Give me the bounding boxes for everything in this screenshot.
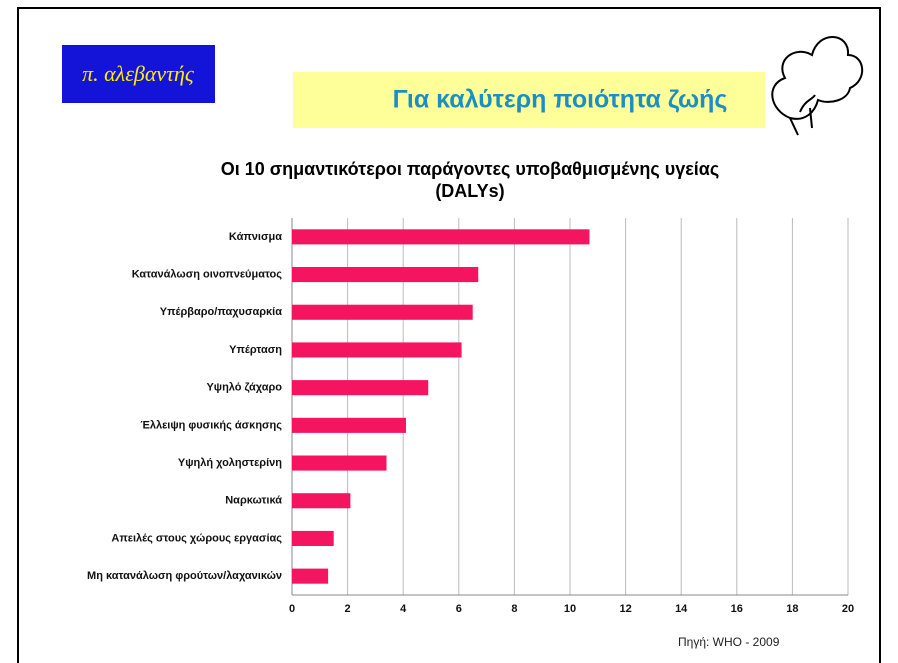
banner-box	[293, 72, 765, 128]
bar	[292, 380, 429, 396]
bar	[292, 455, 387, 471]
x-tick-label: 12	[619, 603, 631, 615]
y-tick-label: Έλλειψη φυσικής άσκησης	[140, 419, 282, 431]
logo-text: π. αλεβαντής	[82, 61, 195, 86]
y-tick-label: Υπέρταση	[229, 344, 282, 356]
chef-hat-icon	[771, 36, 864, 136]
x-tick-label: 16	[731, 603, 743, 615]
y-tick-label: Κατανάλωση οινοπνεύματος	[132, 268, 283, 280]
x-tick-label: 14	[675, 603, 688, 615]
x-tick-label: 0	[289, 603, 295, 615]
x-tick-label: 2	[345, 603, 351, 615]
y-tick-label: Υψηλό ζάχαρο	[206, 382, 282, 394]
logo-box	[62, 45, 215, 103]
y-tick-label: Κάπνισμα	[229, 231, 282, 243]
x-tick-label: 4	[400, 603, 407, 615]
chart-title: (DALYs)	[435, 181, 504, 201]
x-tick-label: 6	[456, 603, 462, 615]
chart-title: Οι 10 σημαντικότεροι παράγοντες υποβαθμι…	[221, 159, 719, 179]
bar	[292, 493, 351, 509]
bar	[292, 417, 406, 433]
bar	[292, 229, 590, 245]
y-tick-label: Ναρκωτικά	[225, 495, 282, 507]
y-tick-label: Υψηλή χοληστερίνη	[178, 457, 282, 469]
bar	[292, 530, 334, 546]
y-tick-label: Απειλές στους χώρους εργασίας	[111, 532, 282, 544]
x-tick-label: 18	[786, 603, 798, 615]
y-tick-label: Υπέρβαρο/παχυσαρκία	[160, 306, 282, 318]
y-tick-label: Μη κατανάλωση φρούτων/λαχανικών	[87, 570, 282, 582]
banner-text: Για καλύτερη ποιότητα ζωής	[393, 86, 728, 114]
x-tick-label: 8	[511, 603, 517, 615]
bar	[292, 568, 329, 584]
bar	[292, 342, 462, 358]
x-tick-label: 20	[842, 603, 854, 615]
x-tick-label: 10	[564, 603, 576, 615]
bar	[292, 304, 473, 320]
bar	[292, 267, 479, 283]
source-note: Πηγή: WHO - 2009	[678, 635, 780, 649]
